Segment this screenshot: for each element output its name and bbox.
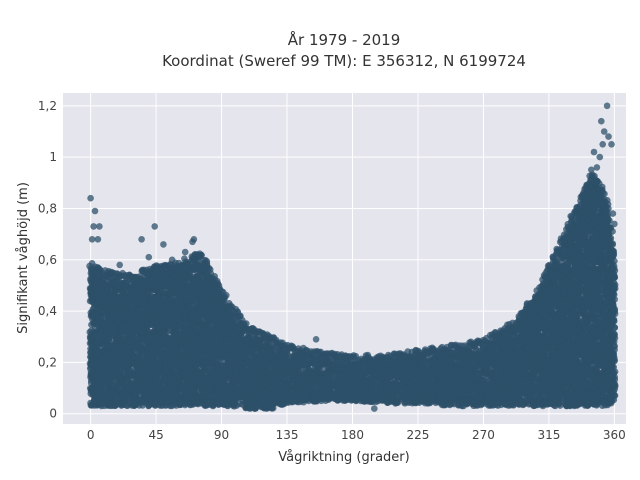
chart-title: År 1979 - 2019 bbox=[288, 30, 401, 49]
chart-subtitle: Koordinat (Sweref 99 TM): E 356312, N 61… bbox=[162, 52, 526, 70]
data-points bbox=[86, 102, 619, 412]
data-point bbox=[221, 293, 229, 301]
